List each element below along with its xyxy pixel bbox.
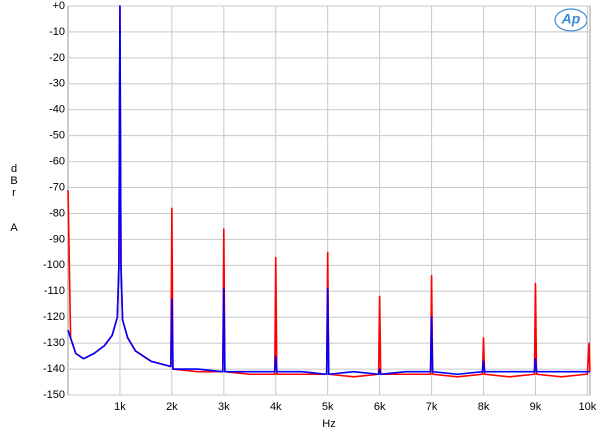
x-tick-label: 5k — [322, 401, 334, 413]
y-tick-label: -150 — [43, 389, 65, 401]
x-tick-label: 9k — [530, 401, 542, 413]
y-tick-label: -130 — [43, 337, 65, 349]
y-axis-weighting: A — [8, 222, 20, 234]
y-tick-label: -50 — [49, 130, 65, 142]
x-tick-label: 1k — [114, 401, 126, 413]
y-tick-label: -30 — [49, 78, 65, 90]
x-tick-label: 10k — [579, 401, 597, 413]
x-tick-label: 2k — [166, 401, 178, 413]
y-tick-label: -100 — [43, 259, 65, 271]
y-tick-label: -120 — [43, 311, 65, 323]
spectrum-line — [67, 5, 590, 376]
y-tick-label: -40 — [49, 104, 65, 116]
y-tick-label: -20 — [49, 52, 65, 64]
y-tick-label: -90 — [49, 233, 65, 245]
y-tick-label: +0 — [52, 0, 65, 12]
y-tick-label: -110 — [44, 285, 65, 297]
y-tick-label: -140 — [43, 363, 65, 375]
y-tick-label: -60 — [49, 156, 65, 168]
x-tick-label: 8k — [478, 401, 490, 413]
y-tick-label: -70 — [49, 181, 65, 193]
x-axis-label: Hz — [322, 418, 335, 430]
logo-text: Ap — [561, 11, 581, 27]
x-tick-label: 4k — [270, 401, 282, 413]
x-tick-label: 7k — [426, 401, 438, 413]
y-axis-label: dBr — [8, 163, 20, 199]
y-tick-label: -10 — [49, 26, 65, 38]
x-tick-label: 3k — [218, 401, 230, 413]
x-tick-label: 6k — [374, 401, 386, 413]
y-tick-label: -80 — [49, 207, 65, 219]
